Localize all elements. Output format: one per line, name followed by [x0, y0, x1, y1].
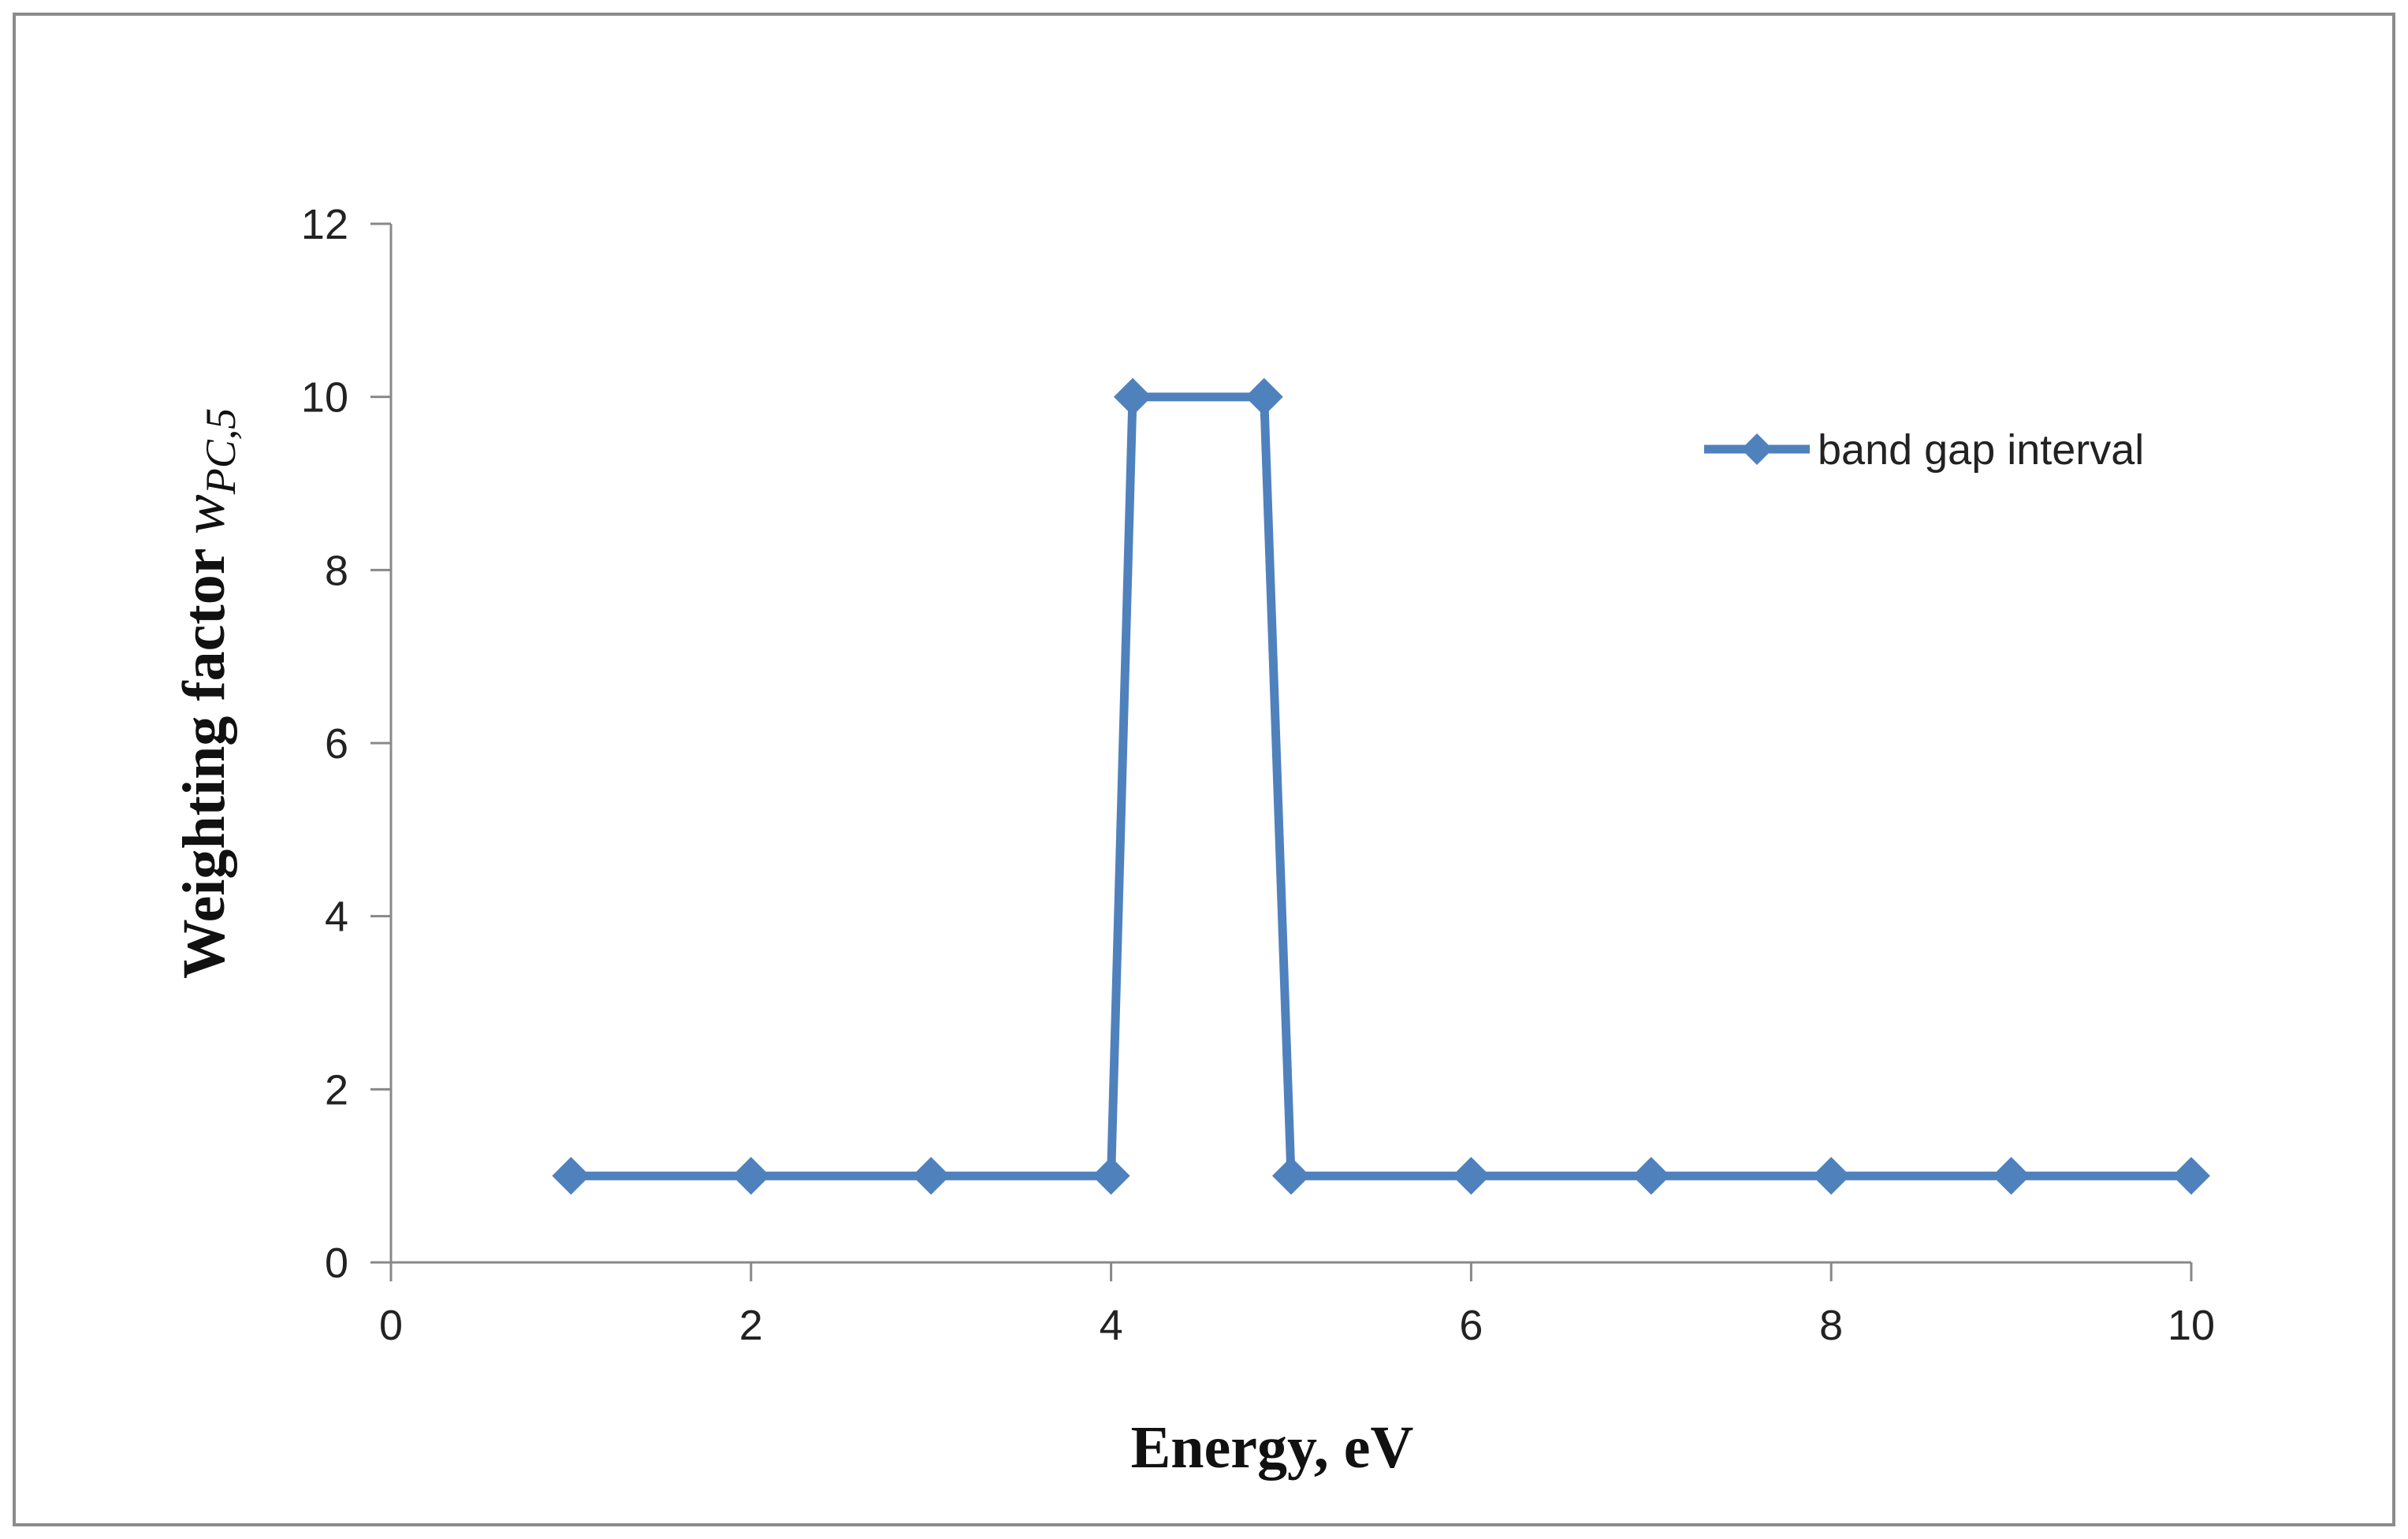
x-tick-label: 4 — [1100, 1302, 1123, 1349]
axes — [370, 222, 2193, 1281]
data-point-marker — [552, 1157, 590, 1195]
y-axis-title-var: w — [171, 494, 237, 534]
data-point-marker — [1272, 1157, 1310, 1195]
tick-labels: 0 2 4 6 8 10 12 0 2 4 6 8 10 — [301, 201, 2215, 1349]
y-tick-label: 0 — [325, 1240, 348, 1287]
legend-label: band gap interval — [1818, 426, 2144, 474]
legend-marker — [1741, 433, 1773, 465]
series-layer — [552, 377, 2210, 1195]
data-point-marker — [1992, 1157, 2030, 1195]
y-tick-label: 6 — [325, 720, 348, 768]
y-tick-label: 10 — [301, 374, 348, 422]
y-axis-title-main: Weighting factor — [171, 534, 237, 979]
data-point-marker — [912, 1157, 951, 1195]
data-point-marker — [2172, 1157, 2210, 1195]
x-tick-label: 0 — [379, 1302, 403, 1349]
x-tick-label: 6 — [1459, 1302, 1483, 1349]
data-point-marker — [1114, 377, 1152, 416]
chart-border — [13, 13, 2395, 1526]
x-tick-label: 2 — [739, 1302, 763, 1349]
y-axis-title: Weighting factor wPC,5 — [171, 408, 244, 980]
x-axis-title: Energy, eV — [1131, 1414, 1414, 1481]
data-point-marker — [1812, 1157, 1851, 1195]
x-tick-label: 10 — [2168, 1302, 2215, 1349]
data-point-marker — [1632, 1157, 1670, 1195]
y-tick-label: 2 — [325, 1066, 348, 1113]
data-point-marker — [1245, 377, 1283, 416]
y-tick-label: 12 — [301, 201, 348, 248]
series-line — [571, 392, 2191, 1180]
data-point-marker — [1092, 1157, 1130, 1195]
y-tick-label: 8 — [325, 547, 348, 594]
y-axis-title-group: Weighting factor wPC,5 — [171, 408, 244, 980]
y-axis-title-sub: PC,5 — [197, 408, 244, 496]
data-point-marker — [1452, 1157, 1491, 1195]
y-tick-label: 4 — [325, 894, 348, 941]
data-point-marker — [731, 1157, 770, 1195]
x-tick-label: 8 — [1819, 1302, 1843, 1349]
legend: band gap interval — [1704, 426, 2144, 474]
